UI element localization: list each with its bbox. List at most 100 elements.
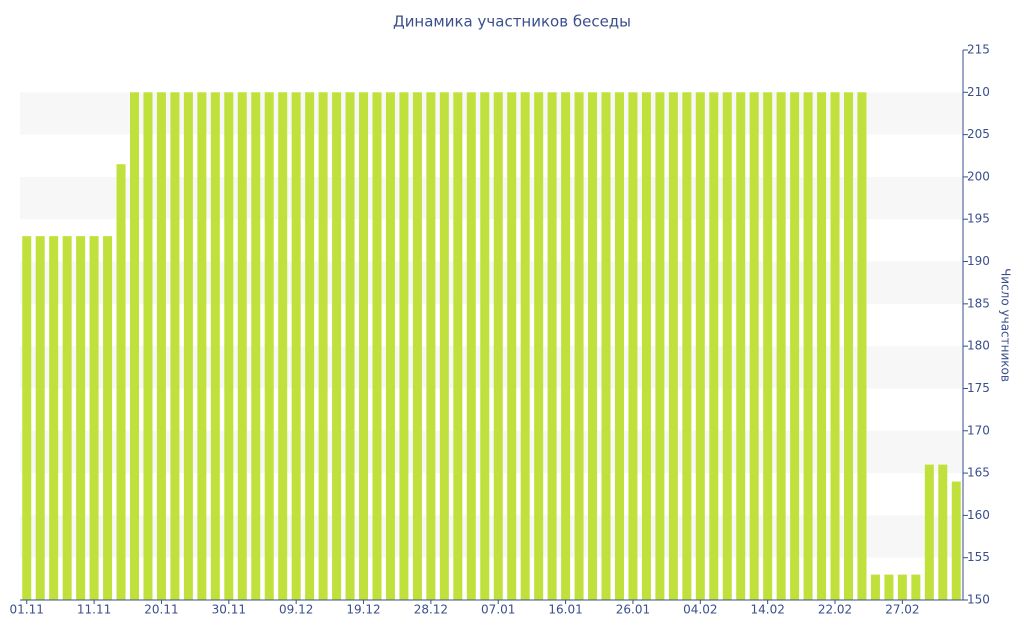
bar	[628, 92, 638, 601]
y-tick-label: 205	[967, 127, 990, 141]
bar	[76, 236, 86, 600]
bar	[480, 92, 490, 601]
bar	[614, 92, 624, 601]
y-tick-label: 150	[967, 593, 990, 607]
bar	[534, 92, 544, 601]
bar	[655, 92, 665, 601]
bar	[89, 236, 99, 600]
bar	[601, 92, 611, 601]
bar	[790, 92, 800, 601]
bar	[264, 92, 274, 601]
bar	[291, 92, 301, 601]
bar	[130, 92, 140, 601]
x-tick-label: 01.11	[10, 603, 44, 617]
bar	[22, 236, 32, 600]
y-tick-label: 215	[967, 43, 990, 57]
bar	[439, 92, 449, 601]
y-tick-label: 200	[967, 169, 990, 183]
bar	[951, 481, 961, 600]
bar	[412, 92, 422, 601]
y-tick-label: 190	[967, 254, 990, 268]
bar	[588, 92, 598, 601]
bar	[911, 574, 921, 600]
y-axis-title: Число участников	[999, 268, 1013, 382]
bar	[385, 92, 395, 601]
x-tick-label: 11.11	[77, 603, 111, 617]
y-tick-label: 165	[967, 466, 990, 480]
bar	[870, 574, 880, 600]
bar	[803, 92, 813, 601]
bar	[830, 92, 840, 601]
bar	[399, 92, 409, 601]
bar	[372, 92, 382, 601]
y-tick-label: 175	[967, 381, 990, 395]
bar	[143, 92, 153, 601]
bar	[103, 236, 113, 600]
bar	[507, 92, 517, 601]
y-tick-label: 180	[967, 339, 990, 353]
bar	[897, 574, 907, 600]
bar	[695, 92, 705, 601]
x-tick-label: 26.01	[616, 603, 650, 617]
bar	[924, 464, 934, 600]
bar	[817, 92, 827, 601]
x-tick-label: 09.12	[279, 603, 313, 617]
x-tick-label: 19.12	[346, 603, 380, 617]
bar	[116, 164, 126, 600]
bar	[520, 92, 530, 601]
bar	[156, 92, 166, 601]
bar	[938, 464, 948, 600]
bar	[749, 92, 759, 601]
bar	[332, 92, 342, 601]
bar	[547, 92, 557, 601]
y-tick-label: 155	[967, 550, 990, 564]
bar	[224, 92, 234, 601]
y-tick-label: 185	[967, 296, 990, 310]
bar	[709, 92, 719, 601]
bar	[237, 92, 247, 601]
bar	[884, 574, 894, 600]
bar	[359, 92, 369, 601]
bar	[197, 92, 207, 601]
x-tick-label: 14.02	[750, 603, 784, 617]
x-tick-label: 04.02	[683, 603, 717, 617]
bar	[574, 92, 584, 601]
bar	[843, 92, 853, 601]
bar	[763, 92, 773, 601]
bar	[278, 92, 288, 601]
x-tick-label: 20.11	[144, 603, 178, 617]
bar	[857, 92, 867, 601]
bar	[493, 92, 503, 601]
y-tick-label: 195	[967, 212, 990, 226]
bar	[466, 92, 476, 601]
bar	[668, 92, 678, 601]
y-tick-label: 210	[967, 85, 990, 99]
chart-title: Динамика участников беседы	[393, 13, 631, 31]
bar	[35, 236, 45, 600]
bar	[561, 92, 571, 601]
x-tick-label: 30.11	[212, 603, 246, 617]
bar	[49, 236, 59, 600]
bar	[170, 92, 180, 601]
y-tick-label: 170	[967, 423, 990, 437]
y-tick-label: 160	[967, 508, 990, 522]
x-tick-label: 07.01	[481, 603, 515, 617]
x-tick-label: 22.02	[818, 603, 852, 617]
bar	[736, 92, 746, 601]
bar	[251, 92, 261, 601]
bar	[682, 92, 692, 601]
bar	[722, 92, 732, 601]
bar	[426, 92, 436, 601]
bar	[453, 92, 463, 601]
bar	[641, 92, 651, 601]
x-tick-label: 16.01	[548, 603, 582, 617]
bar	[776, 92, 786, 601]
bar	[318, 92, 328, 601]
bar	[62, 236, 72, 600]
bar	[183, 92, 193, 601]
bar	[210, 92, 220, 601]
bar	[305, 92, 315, 601]
bar	[345, 92, 355, 601]
